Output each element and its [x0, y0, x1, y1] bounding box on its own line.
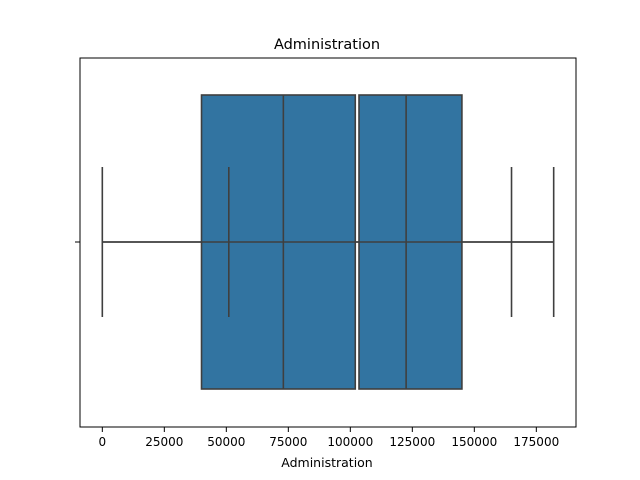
x-tick-label-6: 150000 [451, 435, 497, 449]
x-axis-ticks: 0 25000 50000 75000 100000 125000 150000 175000 [98, 427, 559, 449]
chart-title: Administration [274, 37, 380, 53]
x-tick-label-4: 100000 [327, 435, 373, 449]
x-tick-label-0: 0 [98, 435, 106, 449]
x-tick-label-7: 175000 [513, 435, 559, 449]
x-tick-label-1: 25000 [145, 435, 183, 449]
x-tick-label-2: 50000 [207, 435, 245, 449]
x-axis-label: Administration [281, 455, 372, 470]
x-tick-label-3: 75000 [269, 435, 307, 449]
x-tick-label-5: 125000 [389, 435, 435, 449]
plot-marks [102, 95, 553, 389]
